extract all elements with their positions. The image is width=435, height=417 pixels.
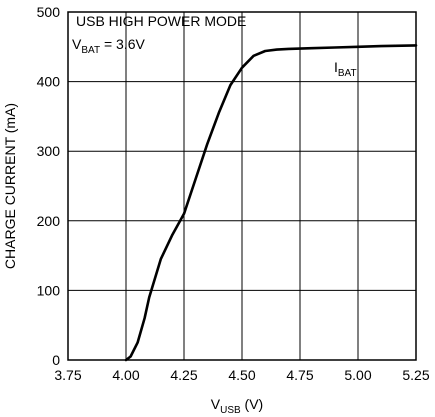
plot-frame [67,11,417,361]
x-tick-label: 4.25 [170,367,197,383]
x-axis-label: VUSB (V) [211,396,263,416]
x-tick-label: 3.75 [54,367,81,383]
y-tick-label: 100 [37,282,61,298]
x-tick-label: 4.75 [286,367,313,383]
grid [68,12,416,360]
x-tick-label: 5.25 [402,367,429,383]
y-tick-label: 500 [37,4,61,20]
y-tick-label: 200 [37,213,61,229]
annotation-vbat: VBAT = 3.6V [72,36,145,56]
y-axis-label: CHARGE CURRENT (mA) [2,103,18,269]
annotation-mode: USB HIGH POWER MODE [76,13,246,29]
y-tick-labels: 0 100 200 300 400 500 [37,4,61,368]
y-tick-label: 0 [52,352,60,368]
x-tick-label: 5.00 [344,367,371,383]
series-label-ibat: IBAT [334,59,357,79]
ibat-series-line [124,44,418,362]
y-tick-label: 300 [37,143,61,159]
x-tick-label: 4.00 [112,367,139,383]
x-tick-label: 4.50 [228,367,255,383]
y-tick-label: 400 [37,74,61,90]
x-tick-labels: 3.75 4.00 4.25 4.50 4.75 5.00 5.25 [54,367,429,383]
